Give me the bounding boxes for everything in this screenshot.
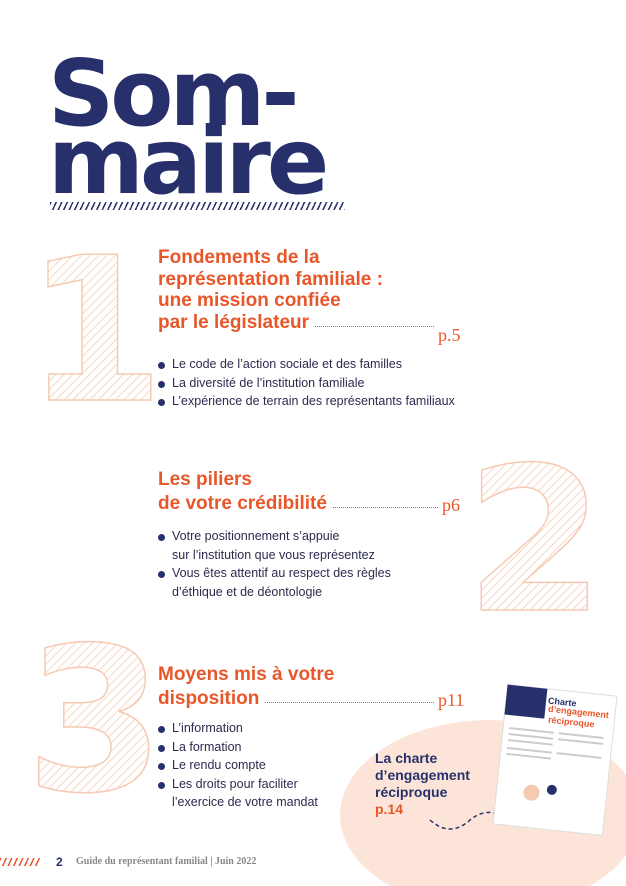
footer-page: 2 xyxy=(56,855,63,869)
bullet-text: Votre positionnement s’appuie xyxy=(172,529,340,543)
footer-text: Guide du représentant familial | Juin 20… xyxy=(76,856,256,867)
title-line: maire xyxy=(48,108,329,215)
leader xyxy=(265,702,434,703)
bullet-dot xyxy=(158,763,165,770)
bullet-text: L’expérience de terrain des représentant… xyxy=(172,394,455,408)
bullet-text: La diversité de l’institution familiale xyxy=(172,375,365,390)
section-number: 2 xyxy=(465,455,604,625)
bullet-text: d’éthique et de déontologie xyxy=(172,584,323,599)
section-title: une mission confiée xyxy=(158,290,341,311)
bullet-text: Les droits pour faciliter xyxy=(172,776,298,791)
bullet-text: La formation xyxy=(172,739,242,754)
arrow xyxy=(429,811,501,830)
bullet-dot xyxy=(158,744,165,752)
section-number-box: 2 xyxy=(465,455,606,625)
leader xyxy=(333,507,438,508)
section-number-box: 1 xyxy=(25,245,166,415)
section-page: p11 xyxy=(438,690,465,710)
bullet-dot xyxy=(158,399,165,406)
section-title: disposition xyxy=(158,688,260,709)
section-number: 1 xyxy=(25,245,164,415)
bullet-text: Le rendu compte xyxy=(172,758,266,772)
section-title: par le législateur xyxy=(158,311,310,333)
section-title: Moyens mis à votre xyxy=(158,664,335,685)
callout-line: La charte xyxy=(375,750,438,766)
section-title: Fondements de la xyxy=(158,247,320,268)
bullet-dot xyxy=(158,726,165,733)
section-number: 3 xyxy=(25,635,164,805)
footer-rule xyxy=(0,858,40,866)
section-page: p.5 xyxy=(438,325,461,345)
leader xyxy=(315,325,434,327)
callout-line: réciproque xyxy=(375,784,448,800)
section-title: de votre crédibilité xyxy=(158,493,327,514)
bullet-dot xyxy=(158,380,165,388)
bullet-text: L’information xyxy=(172,721,243,735)
bullet-text: Le code de l’action sociale et des famil… xyxy=(172,357,402,371)
footer-date: Juin 2022 xyxy=(214,856,257,867)
callout: La charte d’engagement réciproque p.14 xyxy=(375,750,470,818)
sep: | xyxy=(210,856,213,867)
title-line: Som- xyxy=(48,40,300,147)
footer-guide: Guide du représentant familial xyxy=(76,856,208,867)
bullet-text: l’exercice de votre mandat xyxy=(172,795,318,809)
rule xyxy=(50,202,345,210)
callout-line: d’engagement xyxy=(375,767,470,783)
section-page: p6 xyxy=(442,495,460,515)
bullet-dot xyxy=(158,781,165,789)
bullet-dot xyxy=(158,571,165,578)
bullet-text: sur l’institution que vous représentez xyxy=(172,547,375,562)
bullet-dot xyxy=(158,534,165,541)
bullet-text: Vous êtes attentif au respect des règles xyxy=(172,566,391,580)
callout-page: p.14 xyxy=(375,801,404,817)
thumbnail xyxy=(492,684,618,836)
section-title: Les piliers xyxy=(158,469,252,490)
bullet-dot xyxy=(158,362,165,369)
section-number-box: 3 xyxy=(25,635,166,805)
section-title: représentation familiale : xyxy=(158,268,383,290)
